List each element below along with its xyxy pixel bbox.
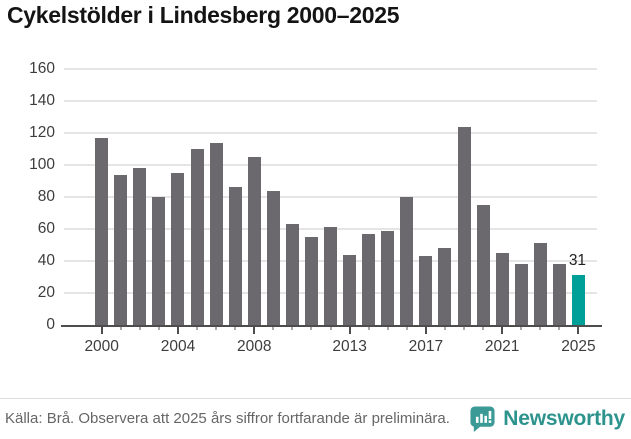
source-note: Källa: Brå. Observera att 2025 års siffr… [5, 410, 450, 428]
bar-2015[interactable] [381, 230, 395, 325]
y-gridline [64, 100, 597, 102]
bar-2009[interactable] [266, 190, 280, 325]
x-axis-minor-tick [138, 327, 141, 330]
newsworthy-logo[interactable]: Newsworthy [469, 405, 625, 433]
plot-area: 0 20 40 60 80 100 120 140 160 2000 2004 2008 2013 201… [29, 61, 602, 355]
x-axis-major-tick [100, 327, 103, 334]
x-axis-tick-label: 2013 [332, 338, 367, 355]
bar-2019[interactable] [457, 126, 471, 325]
x-axis-minor-tick [386, 327, 389, 330]
y-gridline [64, 196, 597, 198]
x-axis-major-tick [176, 327, 179, 334]
bar-2021[interactable] [495, 253, 509, 325]
x-axis-tick-label: 2000 [84, 338, 119, 355]
bar-2024[interactable] [552, 264, 566, 325]
bar-2007[interactable] [228, 187, 242, 325]
x-axis-minor-tick [329, 327, 332, 330]
bar-2006[interactable] [209, 142, 223, 325]
x-axis-major-tick [424, 327, 427, 334]
bar-2023[interactable] [533, 243, 547, 325]
x-axis-major-tick [348, 327, 351, 334]
x-axis-tick-label: 2021 [484, 338, 520, 355]
x-axis-major-tick [501, 327, 504, 334]
y-axis-tick-label: 120 [29, 124, 55, 141]
x-axis-minor-tick [367, 327, 370, 330]
bar-2011[interactable] [304, 237, 318, 325]
x-axis-minor-tick [291, 327, 294, 330]
x-axis-tick-label: 2017 [408, 338, 444, 355]
y-axis-tick-label: 160 [29, 60, 55, 77]
bar-2018[interactable] [438, 248, 452, 325]
bar-2010[interactable] [285, 224, 299, 325]
x-axis-line [61, 325, 602, 327]
x-axis-major-tick [577, 327, 580, 334]
bar-2020[interactable] [476, 205, 490, 325]
bar-2005[interactable] [190, 149, 204, 325]
y-axis-tick-label: 40 [37, 252, 55, 269]
y-axis-tick-label: 20 [37, 284, 55, 301]
x-axis-minor-tick [539, 327, 542, 330]
bar-2025[interactable] [571, 275, 585, 325]
bar-2012[interactable] [324, 227, 338, 325]
footer: Källa: Brå. Observera att 2025 års siffr… [0, 398, 631, 439]
x-axis-tick-label: 2004 [160, 338, 196, 355]
y-gridline [64, 132, 597, 134]
x-axis-minor-tick [272, 327, 275, 330]
x-axis-tick-label: 2008 [237, 338, 272, 355]
x-axis-minor-tick [558, 327, 561, 330]
bar-chart-speech-bubble-icon [469, 405, 496, 433]
x-axis-minor-tick [234, 327, 237, 330]
bar-2014[interactable] [362, 233, 376, 325]
y-gridline [64, 164, 597, 166]
x-axis-minor-tick [215, 327, 218, 330]
x-axis-tick-label: 2025 [561, 338, 596, 355]
x-axis-minor-tick [520, 327, 523, 330]
bar-2003[interactable] [152, 197, 166, 325]
x-axis-minor-tick [310, 327, 313, 330]
chart-title: Cykelstölder i Lindesberg 2000–2025 [7, 2, 400, 28]
y-axis-tick-label: 140 [29, 92, 55, 109]
x-axis-minor-tick [463, 327, 466, 330]
x-axis-minor-tick [119, 327, 122, 330]
bar-2017[interactable] [419, 256, 433, 325]
x-axis-minor-tick [443, 327, 446, 330]
x-axis-minor-tick [196, 327, 199, 330]
bar-2000[interactable] [95, 137, 109, 325]
bar-2002[interactable] [133, 168, 147, 325]
bar-2008[interactable] [247, 157, 261, 325]
y-gridline [64, 68, 597, 70]
bar-2001[interactable] [114, 174, 128, 325]
y-axis-tick-label: 0 [46, 316, 55, 333]
bar-2022[interactable] [514, 264, 528, 325]
bar-value-label: 31 [568, 252, 587, 270]
bar-2004[interactable] [171, 173, 185, 325]
y-axis-tick-label: 60 [37, 220, 55, 237]
y-axis-tick-label: 100 [29, 156, 55, 173]
x-axis-minor-tick [482, 327, 485, 330]
x-axis-major-tick [253, 327, 256, 334]
bar-2013[interactable] [343, 254, 357, 325]
bar-2016[interactable] [400, 197, 414, 325]
x-axis-minor-tick [405, 327, 408, 330]
y-axis-tick-label: 80 [37, 188, 55, 205]
x-axis-minor-tick [157, 327, 160, 330]
newsworthy-wordmark: Newsworthy [503, 407, 625, 430]
